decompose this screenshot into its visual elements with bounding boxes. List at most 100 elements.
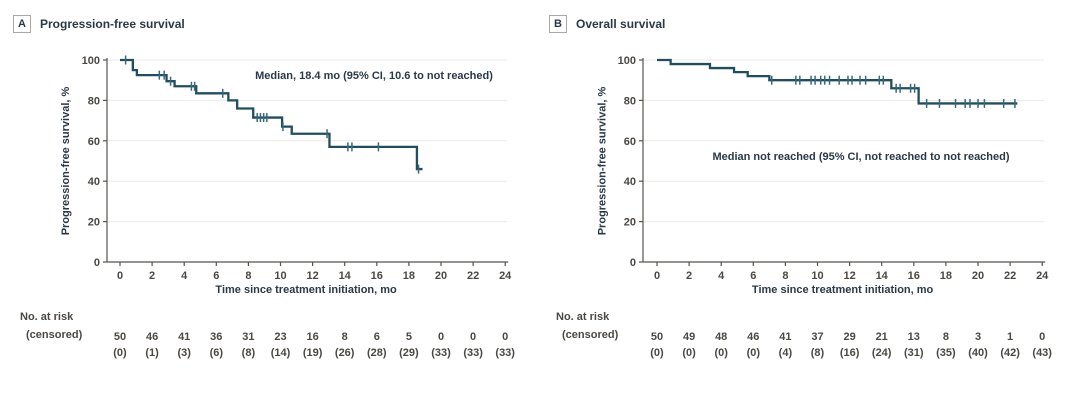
at-risk-count: 48 [715,331,727,343]
censored-count: (24) [872,347,892,359]
censored-count: (0) [650,347,664,359]
x-tick-label: 24 [1036,270,1049,282]
at-risk-count: 46 [747,331,759,343]
panel-b-y-axis-title: Progression-free survival, % [597,87,609,236]
panel-b-censored-label: (censored) [562,329,619,341]
panel-a-x-axis-title: Time since treatment initiation, mo [215,284,397,296]
x-tick-label: 4 [718,270,725,282]
censored-count: (19) [303,347,323,359]
at-risk-count: 37 [811,331,823,343]
x-tick-label: 22 [1004,270,1016,282]
at-risk-count: 8 [342,331,348,343]
at-risk-count: 46 [146,331,158,343]
x-tick-label: 12 [843,270,855,282]
panel-a-y-axis-title: Progression-free survival, % [60,87,72,236]
panel-a-header: A Progression-free survival [13,14,185,33]
panel-b-median-annotation: Median not reached (95% CI, not reached … [712,151,1010,163]
panel-a-risk-label: No. at risk [20,311,74,323]
censored-count: (35) [936,347,956,359]
censored-count: (29) [399,347,419,359]
censored-count: (1) [145,347,159,359]
panel-a-letter-badge: A [13,14,31,33]
at-risk-count: 31 [242,331,254,343]
censored-count: (42) [1000,347,1020,359]
panel-b-survival-curve [657,58,1018,105]
x-tick-label: 18 [403,270,415,282]
x-tick-label: 0 [654,270,660,282]
y-tick-label: 0 [630,257,636,269]
panel-b-title: Overall survival [576,16,666,31]
panel-a-median-annotation: Median, 18.4 mo (95% CI, 10.6 to not rea… [255,70,493,82]
panel-b-gridlines [643,59,1045,223]
panel-a-risk-table: 50(0)46(1)41(3)36(6)31(8)23(14)16(19)8(2… [113,331,515,359]
x-tick-label: 6 [750,270,756,282]
at-risk-count: 0 [470,331,476,343]
at-risk-count: 29 [843,331,855,343]
at-risk-count: 0 [502,331,508,343]
at-risk-count: 1 [1007,331,1013,343]
censored-count: (4) [779,347,793,359]
x-tick-label: 16 [908,270,920,282]
censored-count: (16) [840,347,860,359]
censored-count: (40) [968,347,988,359]
panel-a-censored-label: (censored) [26,329,83,341]
y-tick-label: 40 [88,176,100,188]
at-risk-count: 36 [210,331,222,343]
censored-count: (0) [714,347,728,359]
x-tick-label: 10 [274,270,286,282]
x-tick-label: 18 [940,270,952,282]
at-risk-count: 23 [274,331,286,343]
at-risk-count: 21 [876,331,888,343]
x-tick-label: 14 [876,270,889,282]
x-tick-label: 8 [245,270,251,282]
censored-count: (14) [271,347,291,359]
censored-count: (6) [210,347,224,359]
x-tick-label: 20 [435,270,447,282]
at-risk-count: 16 [306,331,318,343]
x-tick-label: 16 [371,270,383,282]
at-risk-count: 50 [651,331,663,343]
at-risk-count: 41 [779,331,791,343]
x-tick-label: 0 [117,270,123,282]
at-risk-count: 8 [943,331,949,343]
x-tick-label: 22 [467,270,479,282]
panel-b-censor-marks [771,75,1016,108]
censored-count: (33) [431,347,451,359]
y-tick-label: 60 [624,136,636,148]
at-risk-count: 3 [975,331,981,343]
panel-b-x-axis-title: Time since treatment initiation, mo [752,284,934,296]
x-tick-label: 14 [339,270,352,282]
y-tick-label: 40 [624,176,636,188]
censored-count: (26) [335,347,355,359]
panel-b-letter-badge: B [549,14,567,33]
y-tick-label: 80 [88,95,100,107]
x-tick-label: 10 [811,270,823,282]
panel-b-risk-table: 50 (0) 49 (0) 48 (0) 46 (0) 41 (4) 37 (8) 29 (16) 21 (2… [650,331,1052,359]
censored-count: (0) [747,347,761,359]
censored-count: (3) [177,347,191,359]
y-tick-label: 100 [82,55,100,67]
censored-count: (8) [811,347,825,359]
censored-count: (0) [682,347,696,359]
at-risk-count: 49 [683,331,695,343]
y-tick-label: 20 [88,217,100,229]
censored-count: (33) [463,347,483,359]
y-tick-label: 20 [624,217,636,229]
x-tick-label: 20 [972,270,984,282]
censored-count: (43) [1032,347,1052,359]
panel-a-censor-marks [124,55,420,174]
censored-count: (28) [367,347,387,359]
at-risk-count: 0 [1039,331,1045,343]
y-tick-label: 100 [618,55,636,67]
at-risk-count: 13 [908,331,920,343]
censored-count: (0) [113,347,127,359]
panel-a-survival-curve [120,58,423,171]
censored-count: (31) [904,347,924,359]
at-risk-count: 6 [374,331,380,343]
at-risk-count: 41 [178,331,190,343]
